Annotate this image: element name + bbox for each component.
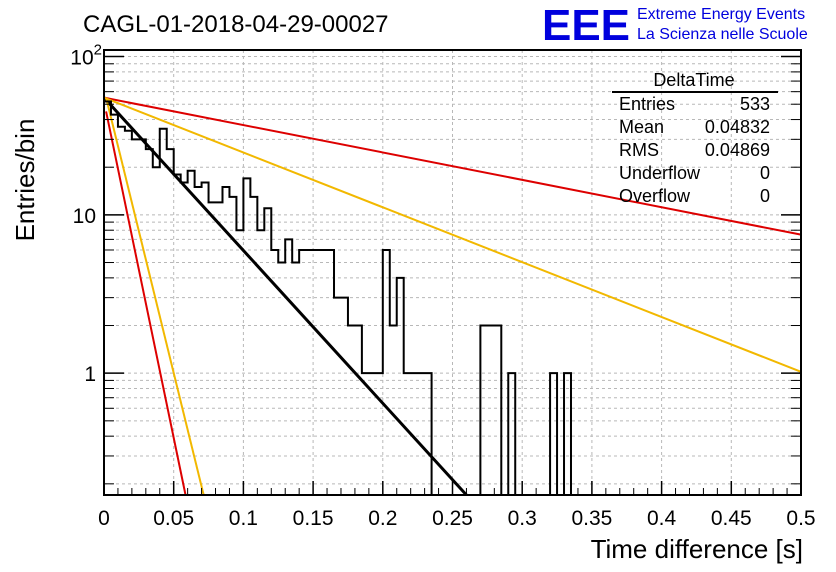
x-axis-title: Time difference [s] bbox=[591, 534, 803, 564]
fit-line-fit bbox=[102, 96, 468, 497]
eee-logo: EEE Extreme Energy Events La Scienza nel… bbox=[542, 1, 808, 50]
x-tick-label: 0.1 bbox=[229, 507, 258, 530]
y-tick-labels: 1 10 102 bbox=[70, 42, 102, 387]
y-tick-label: 1 bbox=[84, 363, 96, 386]
x-tick-label: 0.2 bbox=[368, 507, 397, 530]
x-tick-label: 0.05 bbox=[153, 507, 194, 530]
stats-label-mean: Mean bbox=[619, 117, 664, 137]
x-tick-labels: 0 0.05 0.1 0.15 0.2 0.25 0.3 0.35 0.4 0.45 0.5 bbox=[98, 507, 815, 530]
eee-logo-text: EEE bbox=[542, 1, 630, 50]
y-tick-label: 10 bbox=[73, 205, 96, 228]
y-tick-label: 102 bbox=[70, 42, 102, 70]
logo-line-1: Extreme Energy Events bbox=[637, 6, 805, 23]
stats-box: DeltaTime Entries 533 Mean 0.04832 RMS 0… bbox=[612, 70, 778, 206]
stats-value-entries: 533 bbox=[740, 94, 770, 114]
fit-line-lower-fast bbox=[105, 111, 187, 496]
x-tick-label: 0.5 bbox=[786, 507, 815, 530]
y-axis-title: Entries/bin bbox=[10, 119, 40, 242]
x-tick-label: 0.4 bbox=[647, 507, 677, 530]
stats-value-underflow: 0 bbox=[760, 163, 770, 183]
x-tick-label: 0.45 bbox=[711, 507, 752, 530]
fit-line-lower-slow bbox=[103, 96, 802, 373]
x-tick-label: 0.35 bbox=[571, 507, 612, 530]
fit-line-upper-fast bbox=[105, 97, 205, 496]
x-tick-label: 0.25 bbox=[432, 507, 473, 530]
stats-label-underflow: Underflow bbox=[619, 163, 701, 183]
stats-label-entries: Entries bbox=[619, 94, 675, 114]
stats-value-mean: 0.04832 bbox=[705, 117, 770, 137]
stats-label-overflow: Overflow bbox=[619, 186, 691, 206]
fit-lines bbox=[102, 96, 802, 497]
x-tick-label: 0.15 bbox=[293, 507, 334, 530]
grid bbox=[104, 50, 801, 495]
stats-title: DeltaTime bbox=[653, 70, 734, 90]
run-title: CAGL-01-2018-04-29-00027 bbox=[83, 11, 389, 38]
stats-label-rms: RMS bbox=[619, 140, 659, 160]
stats-value-overflow: 0 bbox=[760, 186, 770, 206]
axis-ticks bbox=[103, 55, 802, 495]
stats-value-rms: 0.04869 bbox=[705, 140, 770, 160]
plot-frame bbox=[103, 49, 802, 496]
logo-line-2: La Scienza nelle Scuole bbox=[637, 26, 808, 43]
x-tick-label: 0.3 bbox=[508, 507, 537, 530]
fit-line-upper-slow bbox=[103, 96, 802, 236]
x-tick-label: 0 bbox=[98, 507, 110, 530]
